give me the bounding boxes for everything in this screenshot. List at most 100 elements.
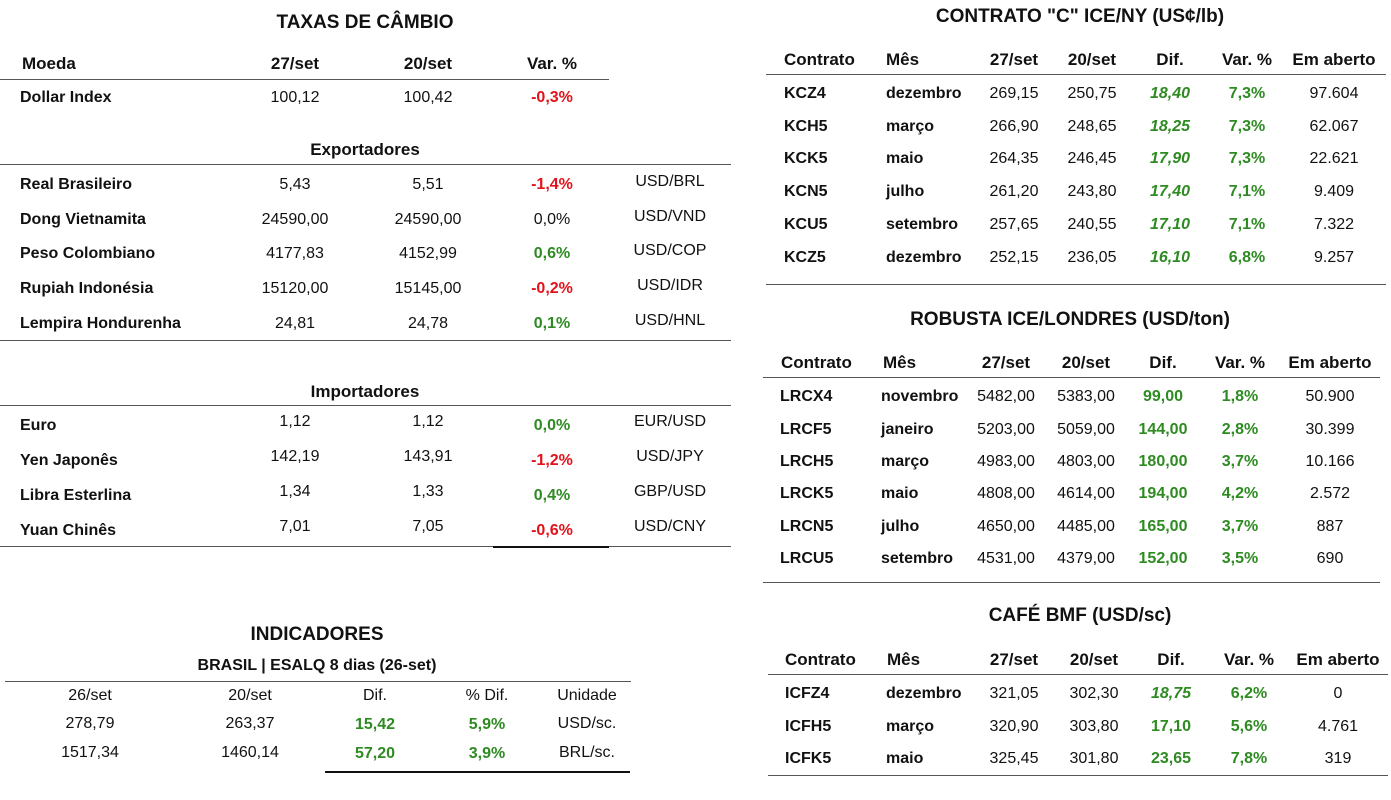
dif-value: 99,00	[1142, 388, 1184, 405]
var-pct: -1,4%	[531, 176, 573, 193]
table-row: LRCF5 janeiro 5203,00 5059,00 144,00 2,8…	[0, 421, 1391, 451]
value-20set: 4485,00	[1057, 518, 1115, 535]
value-20set: 5383,00	[1057, 388, 1115, 405]
exporters-title: Exportadores	[310, 140, 420, 159]
contract-code: LRCF5	[780, 421, 832, 438]
open-interest: 50.900	[1305, 388, 1355, 405]
bmf-header-date2: 20/set	[1069, 650, 1119, 669]
contract-code: ICFZ4	[785, 685, 830, 702]
bmf-header-var: Var. %	[1223, 650, 1275, 669]
var-pct: 7,3%	[1228, 118, 1266, 135]
value-20set: 250,75	[1067, 85, 1117, 102]
value-27set: 269,15	[989, 85, 1039, 102]
value-26set: 278,79	[65, 715, 115, 732]
value-27set: 257,65	[989, 216, 1039, 233]
open-interest: 9.409	[1313, 183, 1355, 200]
arabica-table: KCZ4 dezembro 269,15 250,75 18,40 7,3% 9…	[0, 75, 1391, 275]
divider	[763, 582, 1380, 583]
currency-name: Dong Vietnamita	[20, 211, 146, 228]
robusta-header-dif: Dif.	[1149, 353, 1177, 372]
open-interest: 319	[1324, 750, 1352, 767]
value-20set: 5,51	[412, 176, 444, 193]
contract-month: janeiro	[881, 421, 934, 438]
value-27set: 4531,00	[977, 550, 1035, 567]
arabica-header-contract: Contrato	[784, 50, 855, 69]
currency-name: Euro	[20, 417, 57, 434]
arabica-header-var: Var. %	[1221, 50, 1273, 69]
dif-value: 194,00	[1138, 485, 1188, 502]
contract-month: dezembro	[886, 85, 962, 102]
divider	[0, 405, 731, 406]
open-interest: 30.399	[1305, 421, 1355, 438]
value-27set: 4808,00	[977, 485, 1035, 502]
dif-value: 180,00	[1138, 453, 1188, 470]
robusta-table: LRCX4 novembro 5482,00 5383,00 99,00 1,8…	[0, 378, 1391, 578]
contract-month: setembro	[881, 550, 954, 567]
value-27set: 1,34	[279, 483, 311, 500]
contract-month: maio	[886, 150, 924, 167]
currency-pair: USD/VND	[633, 208, 706, 225]
value-20set: 248,65	[1067, 118, 1117, 135]
contract-code: KCU5	[784, 216, 828, 233]
currency-pair: EUR/USD	[633, 413, 706, 430]
table-row: LRCU5 setembro 4531,00 4379,00 152,00 3,…	[0, 550, 1391, 580]
var-pct: 2,8%	[1221, 421, 1259, 438]
divider	[768, 674, 1388, 675]
indicators-header-unit: Unidade	[557, 687, 617, 704]
robusta-header-date1: 27/set	[981, 353, 1031, 372]
value-20set: 240,55	[1067, 216, 1117, 233]
value-20set: 4803,00	[1057, 453, 1115, 470]
value-27set: 325,45	[989, 750, 1039, 767]
currency-name: Lempira Hondurenha	[20, 315, 181, 332]
dif-value: 18,40	[1149, 85, 1191, 102]
open-interest: 97.604	[1309, 85, 1359, 102]
value-27set: 320,90	[989, 718, 1039, 735]
contract-month: julho	[881, 518, 920, 535]
robusta-title: ROBUSTA ICE/LONDRES (USD/ton)	[910, 309, 1230, 330]
divider	[768, 775, 1388, 776]
var-pct: 7,1%	[1228, 183, 1266, 200]
open-interest: 4.761	[1317, 718, 1359, 735]
value-20set: 263,37	[225, 715, 275, 732]
contract-month: março	[881, 453, 930, 470]
currency-pair: USD/JPY	[636, 448, 704, 465]
value-27set: 24590,00	[261, 211, 329, 228]
table-row: ICFZ4 dezembro 321,05 302,30 18,75 6,2% …	[0, 685, 1391, 715]
bmf-header-dif: Dif.	[1157, 650, 1185, 669]
value-20set: 24,78	[407, 315, 449, 332]
divider	[0, 79, 609, 80]
table-row: LRCX4 novembro 5482,00 5383,00 99,00 1,8…	[0, 388, 1391, 418]
divider	[493, 546, 609, 548]
dif-value: 18,75	[1150, 685, 1192, 702]
contract-code: LRCU5	[780, 550, 834, 567]
value-20set: 301,80	[1069, 750, 1119, 767]
value-20set: 7,05	[412, 518, 444, 535]
dollar-index-v1: 100,12	[270, 89, 320, 106]
divider	[0, 546, 731, 547]
contract-month: março	[886, 718, 935, 735]
table-row: KCH5 março 266,90 248,65 18,25 7,3% 62.0…	[0, 118, 1391, 148]
currency-name: Peso Colombiano	[20, 245, 156, 262]
var-pct: -1,2%	[531, 452, 573, 469]
value-20set: 236,05	[1067, 249, 1117, 266]
dif-value: 17,10	[1149, 216, 1191, 233]
value-27set: 4177,83	[266, 245, 324, 262]
dollar-index-name: Dollar Index	[20, 89, 112, 106]
table-row: KCN5 julho 261,20 243,80 17,40 7,1% 9.40…	[0, 183, 1391, 213]
table-row: Peso Colombiano 4177,83 4152,99 0,6% USD…	[0, 242, 731, 274]
contract-code: ICFH5	[785, 718, 832, 735]
value-20set: 1,33	[412, 483, 444, 500]
divider	[766, 74, 1386, 75]
var-pct: 6,2%	[1230, 685, 1268, 702]
value-27set: 5,43	[279, 176, 311, 193]
indicators-title: INDICADORES	[250, 624, 384, 645]
contract-month: maio	[886, 750, 924, 767]
table-row: Libra Esterlina 1,34 1,33 0,4% GBP/USD	[0, 483, 731, 516]
value-27set: 7,01	[279, 518, 311, 535]
dif-value: 23,65	[1150, 750, 1192, 767]
var-pct: 3,7%	[1221, 518, 1259, 535]
var-pct: 0,4%	[533, 487, 571, 504]
table-row: LRCK5 maio 4808,00 4614,00 194,00 4,2% 2…	[0, 485, 1391, 515]
currency-name: Libra Esterlina	[20, 487, 132, 504]
arabica-header-date1: 27/set	[989, 50, 1039, 69]
